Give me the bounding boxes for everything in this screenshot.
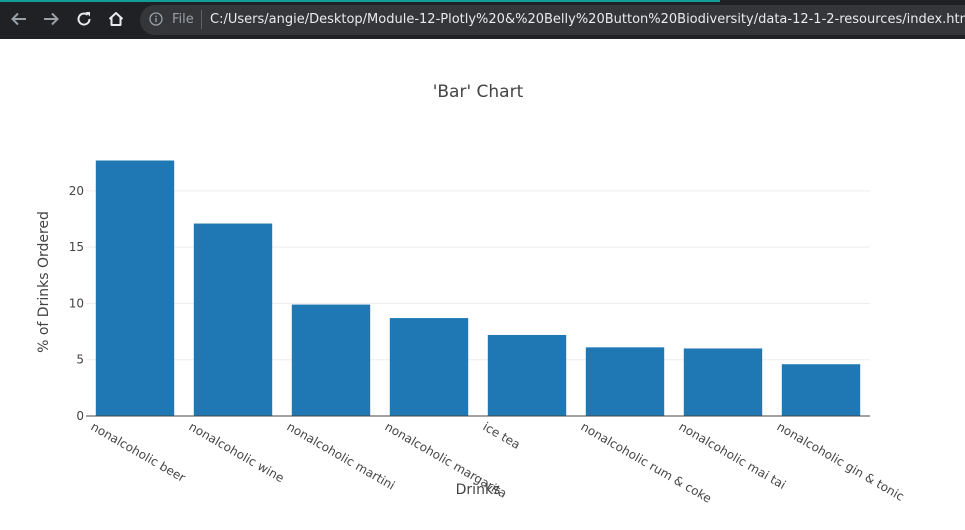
reload-button[interactable]	[73, 8, 95, 30]
y-tick-label: 0	[76, 409, 84, 423]
chart-title: 'Bar' Chart	[433, 82, 524, 102]
arrow-right-icon	[44, 12, 59, 26]
forward-button[interactable]	[40, 8, 62, 30]
bar-4[interactable]	[487, 334, 567, 416]
bar-7[interactable]	[781, 364, 861, 416]
y-tick-label: 15	[69, 240, 84, 254]
x-axis-title: Drinks	[456, 482, 501, 498]
x-tick-label: ice tea	[481, 419, 523, 451]
address-bar[interactable]	[140, 5, 965, 35]
page-load-indicator	[0, 0, 720, 2]
x-tick-label: nonalcoholic beer	[89, 419, 188, 484]
bar-2[interactable]	[291, 304, 371, 416]
bar-5[interactable]	[585, 347, 665, 416]
browser-toolbar: File C:/Users/angie/Desktop/Module-12-Pl…	[0, 0, 965, 39]
y-axis-title: % of Drinks Ordered	[36, 211, 52, 353]
file-scheme-label: File	[172, 12, 194, 27]
address-separator	[201, 10, 202, 29]
x-tick-label: nonalcoholic wine	[187, 419, 287, 485]
home-button[interactable]	[105, 8, 127, 30]
home-icon	[108, 12, 124, 26]
x-tick-label: nonalcoholic martini	[285, 419, 398, 492]
y-tick-label: 5	[76, 353, 84, 367]
back-button[interactable]	[8, 8, 30, 30]
bar-3[interactable]	[389, 318, 469, 416]
url-text[interactable]: C:/Users/angie/Desktop/Module-12-Plotly%…	[210, 12, 965, 27]
bar-0[interactable]	[95, 160, 175, 416]
x-tick-label: nonalcoholic gin & tonic	[775, 419, 907, 503]
bar-1[interactable]	[193, 223, 273, 416]
y-tick-label: 10	[69, 296, 84, 310]
bar-6[interactable]	[683, 348, 763, 416]
arrow-left-icon	[11, 12, 26, 26]
y-tick-label: 20	[69, 184, 84, 198]
reload-icon	[77, 12, 91, 26]
y-tick-labels: 0 5 10 15 20	[69, 184, 84, 423]
info-icon[interactable]	[149, 12, 163, 26]
bars	[95, 160, 861, 416]
